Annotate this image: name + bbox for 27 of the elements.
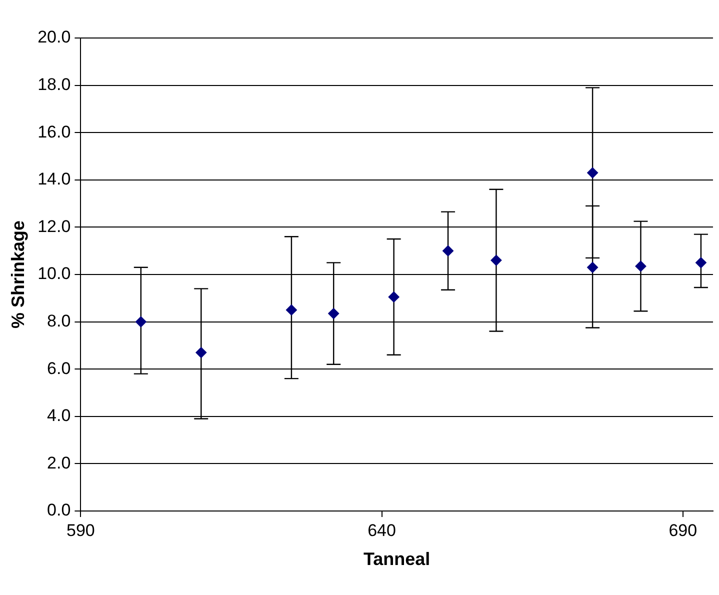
y-tick-label: 6.0 (47, 358, 71, 378)
point (635, 260, 646, 272)
point (328, 308, 340, 320)
point (490, 254, 502, 266)
y-tick-label: 10.0 (38, 264, 71, 284)
x-tick-label: 690 (668, 520, 698, 540)
point (587, 262, 598, 273)
y-tick-label: 16.0 (38, 122, 71, 142)
y-tick-label: 12.0 (38, 216, 71, 236)
y-tick-label: 18.0 (38, 74, 71, 94)
y-tick-label: 0.0 (47, 500, 71, 520)
point (587, 167, 598, 178)
y-tick-label: 20.0 (38, 28, 71, 47)
x-axis-title: Tanneal (364, 549, 430, 570)
point (442, 245, 454, 256)
y-axis-title: % Shrinkage (8, 220, 28, 329)
point (695, 257, 706, 268)
x-tick-label: 640 (368, 520, 396, 540)
point (196, 347, 207, 358)
y-tick-label: 4.0 (47, 406, 71, 426)
point (286, 304, 297, 316)
point (388, 291, 400, 302)
y-tick-label: 14.0 (38, 170, 71, 189)
x-tick-label: 590 (66, 520, 95, 540)
y-tick-label: 2.0 (47, 453, 71, 472)
point (135, 316, 146, 328)
y-tick-label: 8.0 (47, 311, 71, 330)
